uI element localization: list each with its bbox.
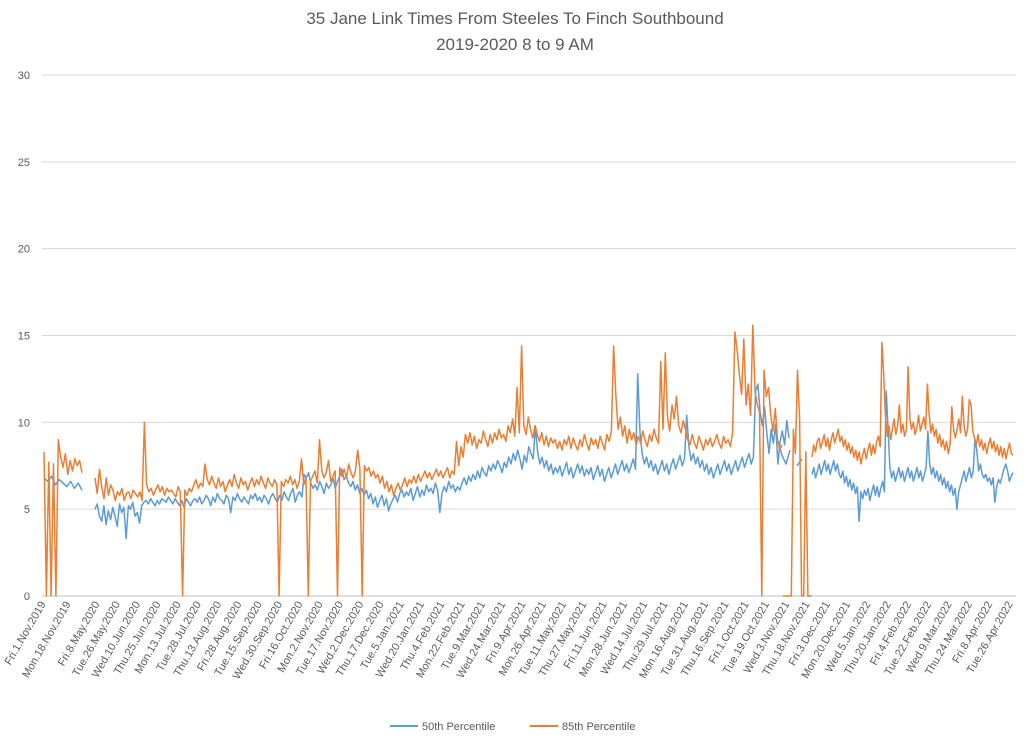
series-85th-percentile	[43, 324, 1014, 597]
series-50th-percentile	[43, 372, 1014, 540]
series-line-segment	[811, 390, 1014, 523]
y-tick-label: 10	[18, 417, 30, 429]
series-line-segment	[811, 341, 1014, 465]
y-tick-label: 15	[18, 331, 30, 343]
x-axis-ticks: Fri.1.Nov.2019Mon.18.Nov.2019Fri.8.May.2…	[3, 600, 1016, 682]
legend-label-50th: 50th Percentile	[422, 721, 495, 733]
y-tick-label: 0	[24, 591, 30, 603]
legend-label-85th: 85th Percentile	[562, 721, 635, 733]
series-line-segment	[43, 475, 83, 491]
series-line-segment	[94, 324, 783, 597]
legend: 50th Percentile 85th Percentile	[390, 721, 635, 733]
series-lines	[43, 324, 1014, 597]
series-line-segment	[783, 369, 812, 597]
chart-subtitle: 2019-2020 8 to 9 AM	[436, 35, 594, 54]
series-line-segment	[43, 438, 83, 597]
gridlines	[42, 74, 1016, 597]
series-line-segment	[94, 372, 790, 540]
y-tick-label: 5	[24, 504, 30, 516]
y-tick-label: 20	[18, 244, 30, 256]
y-axis-ticks: 0 5 10 15 20 25 30	[18, 70, 30, 603]
chart-title: 35 Jane Link Times From Steeles To Finch…	[306, 9, 723, 28]
y-tick-label: 25	[18, 157, 30, 169]
y-tick-label: 30	[18, 70, 30, 82]
